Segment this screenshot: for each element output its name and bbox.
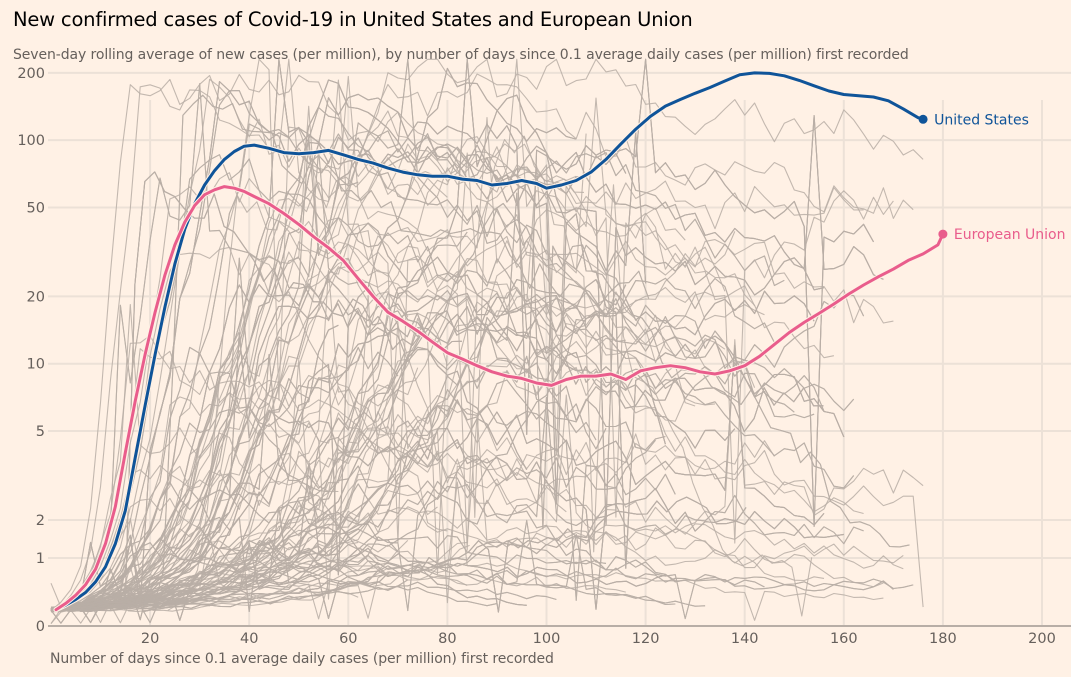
united-states-line xyxy=(54,71,925,612)
background-country-line xyxy=(50,146,864,610)
chart-subtitle: Seven-day rolling average of new cases (… xyxy=(13,47,909,63)
background-country-line xyxy=(50,123,775,611)
background-country-line xyxy=(109,303,824,610)
y-tick-label: 5 xyxy=(36,424,45,440)
background-country-line xyxy=(50,397,864,612)
x-tick-label: 20 xyxy=(141,631,159,647)
highlighted-series xyxy=(53,70,946,613)
background-country-line xyxy=(50,348,924,610)
background-country-line xyxy=(124,171,462,610)
y-tick-label: 0 xyxy=(36,619,45,635)
background-country-line xyxy=(50,547,527,612)
background-country-line xyxy=(50,542,557,612)
background-country-line xyxy=(50,294,865,611)
x-tick-label: 100 xyxy=(533,631,561,647)
x-tick-label: 60 xyxy=(339,631,357,647)
x-tick-label: 40 xyxy=(240,631,258,647)
european-union-label: European Union xyxy=(954,227,1066,243)
background-country-line xyxy=(50,537,676,611)
x-tick-label: 120 xyxy=(632,631,660,647)
european-union-line xyxy=(54,185,945,612)
x-tick-label: 200 xyxy=(1028,631,1056,647)
background-country-line xyxy=(50,346,528,621)
y-tick-label: 50 xyxy=(27,200,45,216)
background-country-line xyxy=(50,481,706,613)
background-country-line xyxy=(50,290,815,612)
series-labels: United States European Union xyxy=(918,112,1066,243)
background-country-line xyxy=(50,81,825,610)
background-country-line xyxy=(140,462,677,610)
background-country-line xyxy=(50,303,775,611)
x-tick-label: 140 xyxy=(731,631,759,647)
background-country-line xyxy=(141,496,747,613)
background-country-line xyxy=(50,499,369,610)
background-country-line xyxy=(50,145,627,609)
background-country-line xyxy=(50,73,577,612)
european-union-end-marker xyxy=(938,229,948,239)
y-tick-label: 20 xyxy=(27,289,45,305)
background-country-line xyxy=(50,172,696,610)
background-country-line xyxy=(152,544,470,612)
background-country-line xyxy=(50,58,815,608)
y-tick-label: 200 xyxy=(17,66,45,82)
background-country-line xyxy=(50,192,855,624)
background-country-line xyxy=(50,58,884,610)
background-country-line xyxy=(50,295,567,612)
x-tick-label: 80 xyxy=(438,631,456,647)
background-country-line xyxy=(152,94,650,608)
x-axis-title: Number of days since 0.1 average daily c… xyxy=(50,651,554,667)
background-country-line xyxy=(50,90,359,612)
y-tick-label: 1 xyxy=(36,551,45,567)
x-tick-label: 160 xyxy=(830,631,858,647)
background-country-line xyxy=(50,278,845,612)
background-country-line xyxy=(50,217,756,608)
background-country-line xyxy=(50,246,716,625)
background-country-line xyxy=(50,83,597,610)
background-country-line xyxy=(50,359,825,612)
background-country-line xyxy=(50,222,736,611)
y-tick-label: 100 xyxy=(17,133,45,149)
background-country-line xyxy=(50,58,924,610)
background-country-lines xyxy=(50,58,924,625)
background-country-line xyxy=(50,346,399,612)
y-tick-label: 10 xyxy=(27,357,45,373)
united-states-end-marker xyxy=(918,114,928,124)
background-country-line xyxy=(50,58,874,611)
x-tick-label: 180 xyxy=(929,631,957,647)
y-tick-label: 2 xyxy=(36,513,45,529)
chart-title: New confirmed cases of Covid-19 in Unite… xyxy=(13,8,693,31)
axes: 0 1 2 5 10 20 50 100 200 20 40 60 80 100 120 140 160 180 2… xyxy=(17,66,1071,647)
background-country-line xyxy=(50,58,894,610)
background-country-line xyxy=(50,500,914,613)
united-states-label: United States xyxy=(934,112,1029,128)
